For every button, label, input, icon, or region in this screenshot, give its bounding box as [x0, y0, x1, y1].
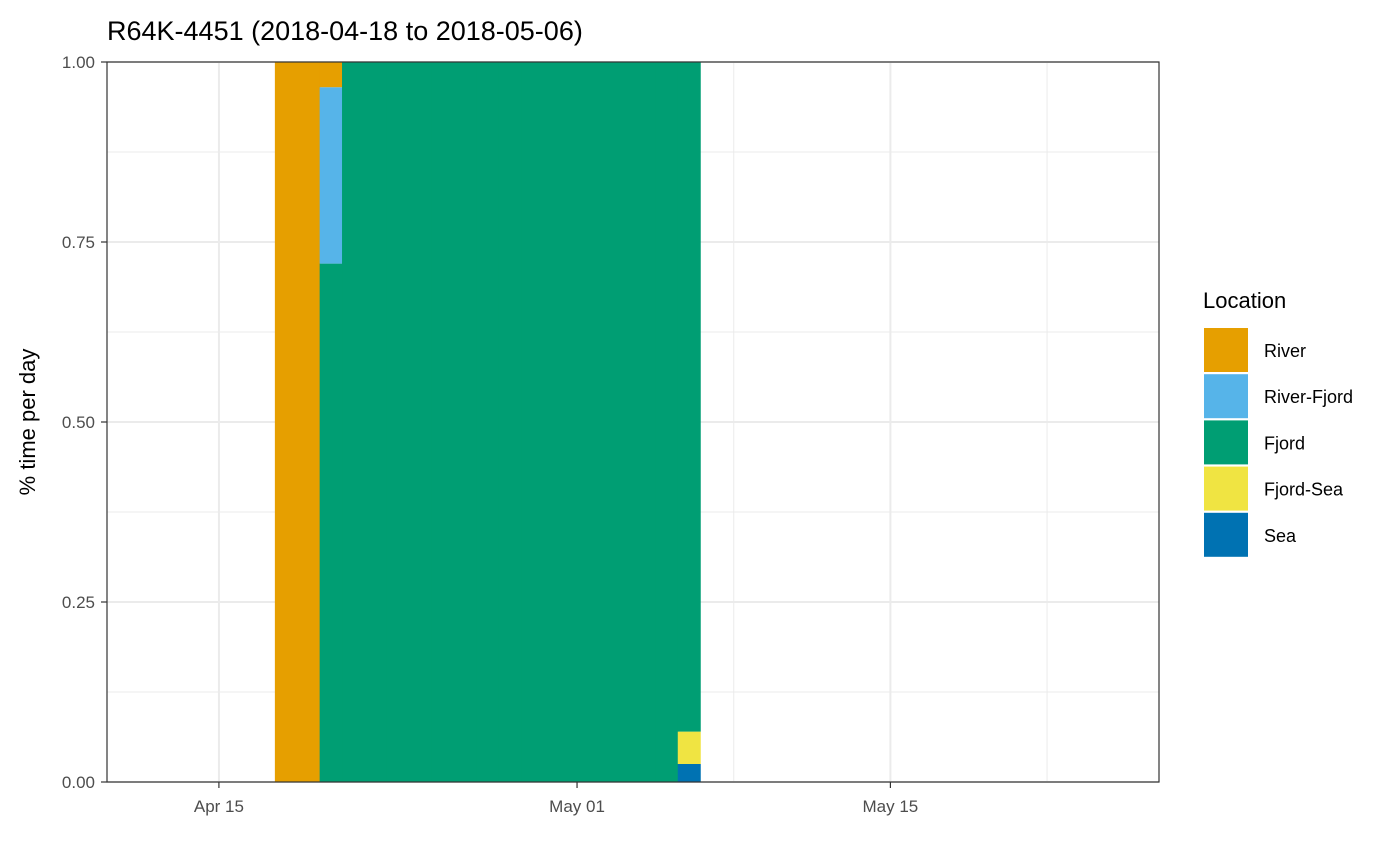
legend-key-fjord: [1204, 420, 1248, 465]
bar-segment-fjord: [565, 62, 589, 782]
bar-segment-river-fjord: [319, 87, 343, 264]
legend-label: Fjord: [1264, 433, 1305, 453]
bar-segment-fjord: [409, 62, 433, 782]
legend-key-fjord-sea: [1204, 466, 1248, 511]
bar-segment-fjord: [431, 62, 455, 782]
legend-key-river-fjord: [1204, 374, 1248, 419]
legend-label: Fjord-Sea: [1264, 480, 1344, 500]
bar-segment-sea: [677, 764, 701, 782]
y-tick-label: 0.75: [62, 233, 95, 252]
bar-segment-fjord: [453, 62, 477, 782]
bar-segment-fjord: [677, 62, 701, 732]
bar-layer: [274, 62, 701, 783]
bar-segment-fjord: [476, 62, 500, 782]
x-tick-label: Apr 15: [194, 797, 244, 816]
bar-segment-fjord: [655, 62, 679, 782]
axis-layer: 0.00 0.25 0.50 0.75 1.00 Apr 15 May 01 May 15: [62, 53, 918, 816]
bar-segment-river: [297, 62, 321, 782]
legend-items: River River-Fjord Fjord Fjord-Sea Sea: [1204, 328, 1353, 557]
bar-segment-fjord: [633, 62, 656, 782]
legend-label: Sea: [1264, 526, 1297, 546]
bar-segment-fjord: [543, 62, 567, 782]
bar-segment-river: [274, 62, 298, 782]
legend-label: River-Fjord: [1264, 387, 1353, 407]
chart-title: R64K-4451 (2018-04-18 to 2018-05-06): [107, 16, 583, 46]
y-tick-label: 0.00: [62, 773, 95, 792]
bar-segment-fjord: [364, 62, 388, 782]
legend-key-river: [1204, 328, 1248, 372]
y-tick-label: 0.25: [62, 593, 95, 612]
legend-key-sea: [1204, 512, 1248, 557]
bar-segment-fjord-sea: [677, 731, 701, 764]
legend-title: Location: [1203, 288, 1286, 313]
x-tick-label: May 15: [863, 797, 919, 816]
bar-segment-fjord: [319, 263, 343, 783]
y-tick-label: 0.50: [62, 413, 95, 432]
y-axis-title: % time per day: [15, 349, 40, 496]
x-tick-label: May 01: [549, 797, 605, 816]
bar-segment-fjord: [610, 62, 634, 782]
legend-label: River: [1264, 341, 1306, 361]
bar-segment-fjord: [342, 62, 365, 782]
legend: Location River River-Fjord Fjord Fjord-Sea S…: [1203, 288, 1353, 557]
bar-segment-fjord: [521, 62, 545, 782]
y-tick-label: 1.00: [62, 53, 95, 72]
bar-segment-fjord: [498, 62, 522, 782]
bar-segment-fjord: [588, 62, 612, 782]
bar-segment-fjord: [386, 62, 410, 782]
bar-segment-river: [319, 62, 343, 88]
